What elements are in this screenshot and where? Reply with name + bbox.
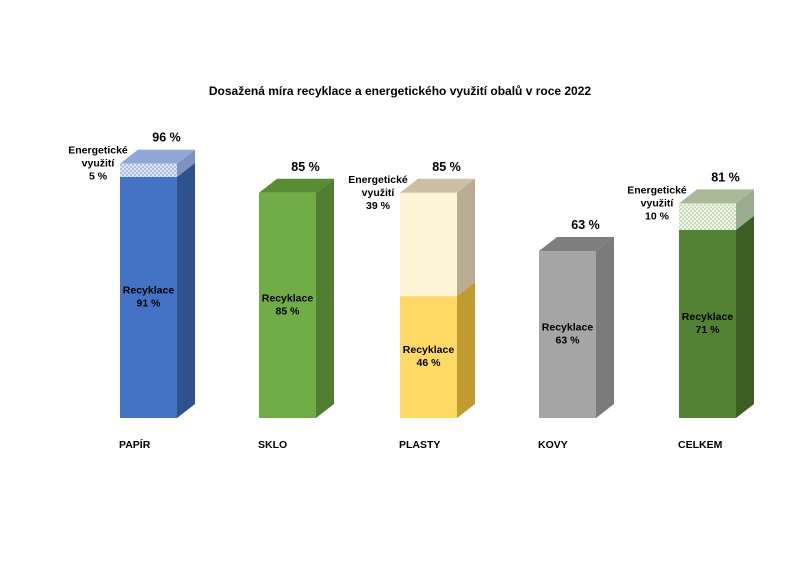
bar-top-2	[400, 178, 475, 193]
bar-top-4	[679, 189, 754, 204]
category-label-1: SKLO	[258, 439, 287, 451]
category-label-4: CELKEM	[678, 439, 723, 451]
category-label-0: PAPÍR	[119, 438, 151, 451]
bar-energeticke-4	[679, 203, 736, 230]
data-label-energeticke-0: Energetické využití 5 %	[68, 145, 128, 183]
bar-recyklace-1	[259, 192, 316, 418]
data-label-recyklace-2: Recyklace 46 %	[403, 344, 455, 369]
data-label-recyklace-4: Recyklace 71 %	[682, 311, 734, 336]
bar-side-recyklace-0	[177, 162, 195, 418]
bar-side-energeticke-2	[457, 178, 475, 297]
bar-recyklace-4	[679, 229, 736, 418]
data-label-energeticke-2: Energetické využití 39 %	[348, 174, 408, 212]
bar-side-recyklace-1	[316, 178, 334, 418]
bar-top-1	[259, 178, 334, 193]
bar-energeticke-2	[400, 192, 457, 297]
bar-recyklace-3	[539, 251, 596, 418]
bar-energeticke-0	[120, 163, 177, 177]
total-label-0: 96 %	[152, 131, 181, 145]
bar-side-energeticke-0	[177, 149, 195, 177]
chart-title: Dosažená míra recyklace a energetického …	[208, 84, 592, 98]
total-label-1: 85 %	[291, 160, 320, 174]
data-label-recyklace-3: Recyklace 63 %	[542, 322, 594, 347]
bar-top-3	[539, 237, 614, 252]
data-label-energeticke-4: Energetické využití 10 %	[627, 184, 687, 222]
data-label-recyklace-0: Recyklace 91 %	[123, 284, 175, 309]
data-label-recyklace-1: Recyklace 85 %	[262, 292, 314, 317]
total-label-4: 81 %	[711, 170, 740, 184]
category-label-2: PLASTY	[399, 439, 440, 451]
bar-top-0	[120, 149, 195, 164]
total-label-2: 85 %	[432, 160, 461, 174]
total-label-3: 63 %	[571, 218, 600, 232]
category-label-3: KOVY	[538, 439, 568, 451]
bar-side-recyklace-3	[596, 237, 614, 418]
bar-recyklace-0	[120, 176, 177, 418]
bar-side-recyklace-4	[736, 215, 754, 418]
bar-side-recyklace-2	[457, 282, 475, 418]
bar-recyklace-2	[400, 296, 457, 418]
bar-side-energeticke-4	[736, 189, 754, 230]
